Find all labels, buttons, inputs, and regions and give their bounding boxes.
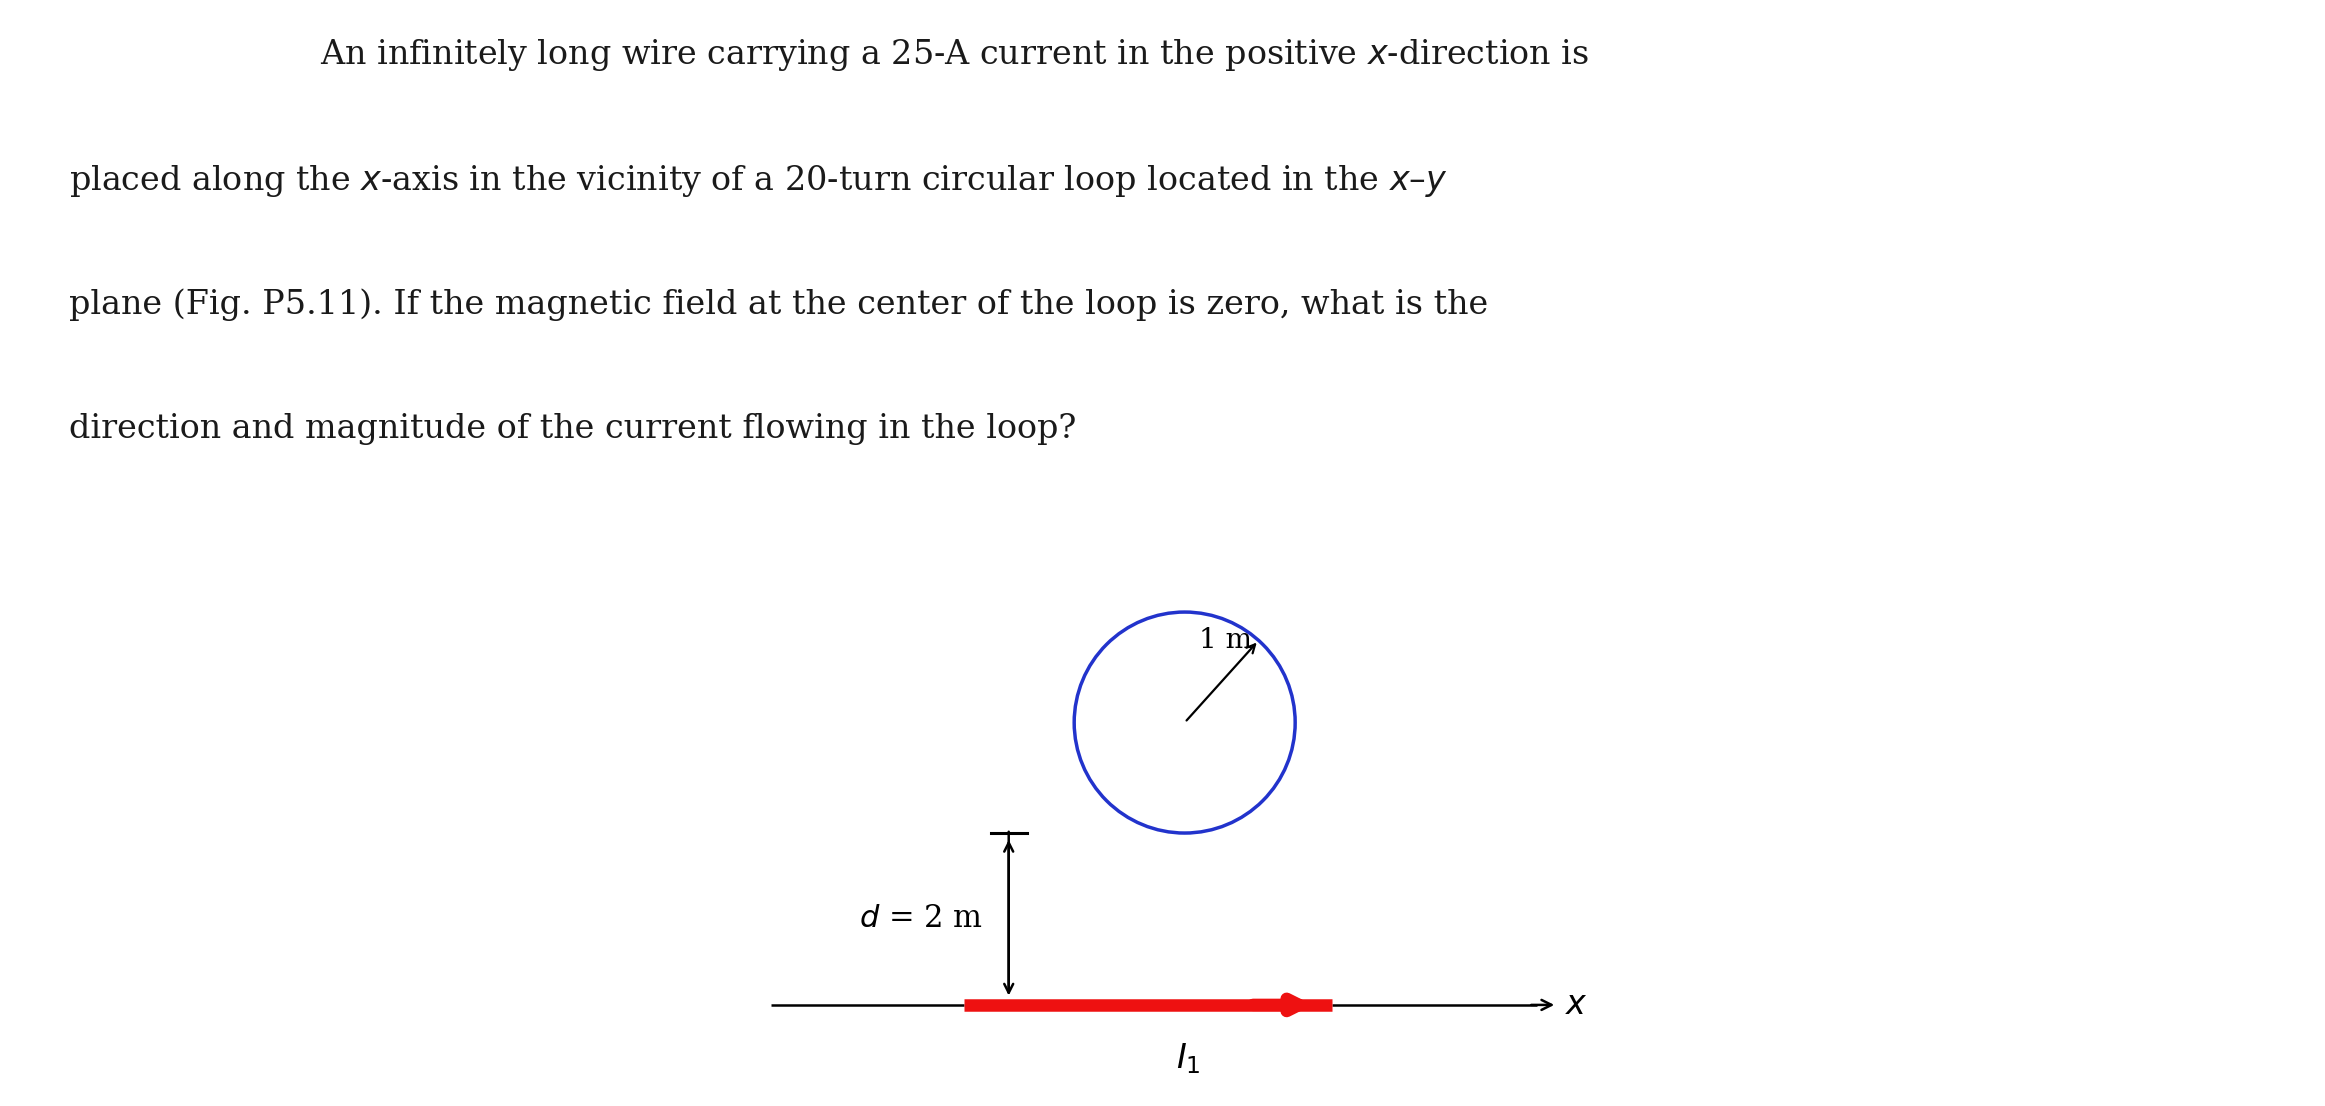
Text: $x$: $x$: [1565, 989, 1588, 1021]
Text: plane (Fig. P5.11). If the magnetic field at the center of the loop is zero, wha: plane (Fig. P5.11). If the magnetic fiel…: [70, 288, 1488, 321]
Text: $d$ = 2 m: $d$ = 2 m: [858, 904, 983, 935]
Text: $I_1$: $I_1$: [1176, 1042, 1202, 1076]
Text: An infinitely long wire carrying a 25-A current in the positive $x$-direction is: An infinitely long wire carrying a 25-A …: [321, 38, 1588, 73]
Text: placed along the $x$-axis in the vicinity of a 20-turn circular loop located in : placed along the $x$-axis in the vicinit…: [70, 163, 1448, 199]
Text: direction and magnitude of the current flowing in the loop?: direction and magnitude of the current f…: [70, 414, 1076, 446]
Text: 1 m: 1 m: [1200, 627, 1253, 654]
